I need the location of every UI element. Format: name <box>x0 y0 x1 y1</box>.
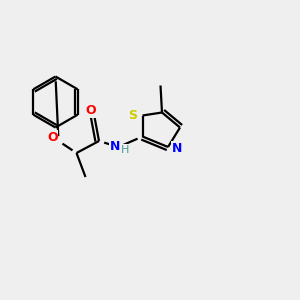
Text: N: N <box>172 142 182 155</box>
Text: O: O <box>47 131 58 144</box>
Text: N: N <box>110 140 120 153</box>
Text: H: H <box>121 145 129 155</box>
Text: O: O <box>85 104 96 118</box>
Text: S: S <box>128 109 137 122</box>
